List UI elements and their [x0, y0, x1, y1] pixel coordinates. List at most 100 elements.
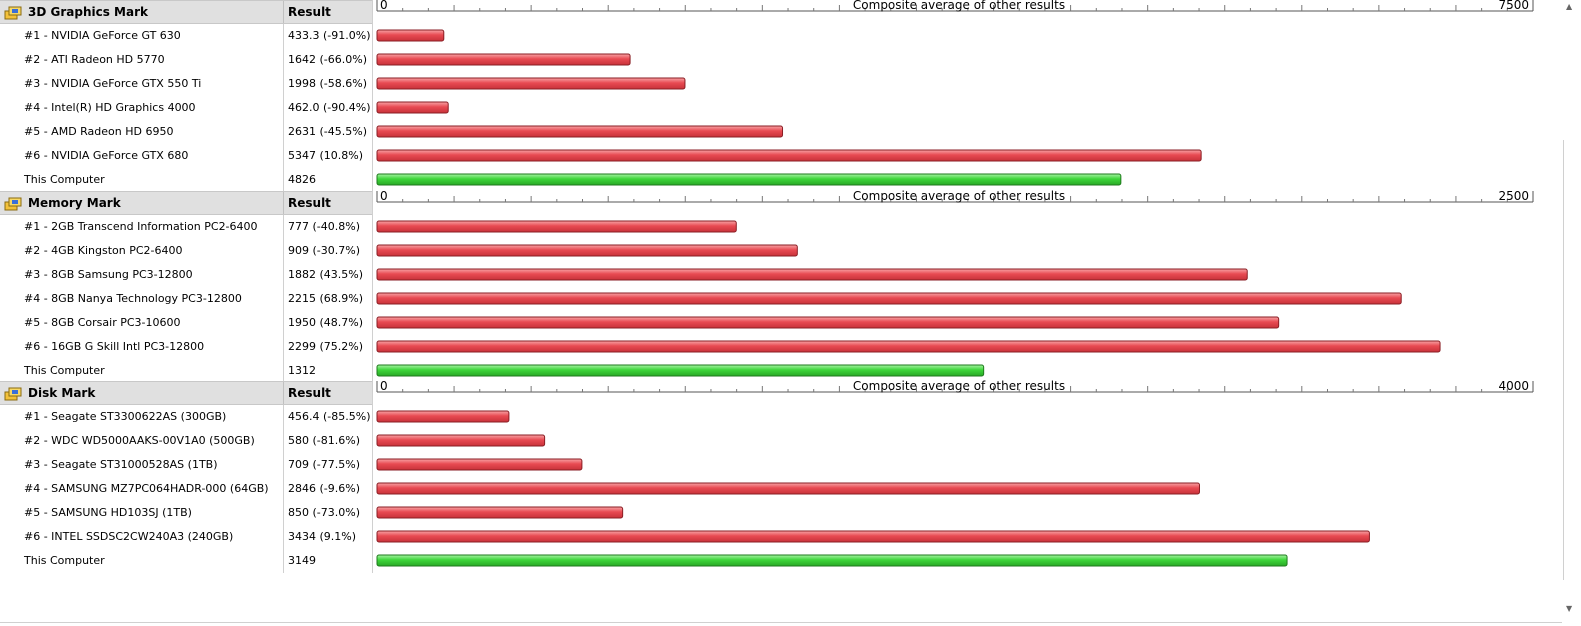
result-value: 3434 (9.1%)	[288, 530, 357, 543]
result-bar	[376, 53, 631, 66]
component-name: #6 - NVIDIA GeForce GTX 680	[24, 149, 189, 162]
this-computer-row[interactable]: This Computer 3149	[0, 549, 373, 573]
component-name: #3 - 8GB Samsung PC3-12800	[24, 267, 193, 281]
component-name: #3 - Seagate ST31000528AS (1TB)	[24, 458, 218, 471]
result-value: 909 (-30.7%)	[288, 243, 360, 257]
result-bar	[376, 101, 449, 114]
component-name: #5 - 8GB Corsair PC3-10600	[24, 315, 181, 329]
result-bar	[376, 125, 784, 138]
table-row[interactable]: #3 - NVIDIA GeForce GTX 550 Ti 1998 (-58.…	[0, 72, 373, 96]
result-bar	[376, 244, 798, 256]
chart-left-border	[372, 381, 373, 573]
result-bar	[376, 149, 1202, 162]
result-value: 1642 (-66.0%)	[288, 53, 367, 66]
result-bar	[376, 77, 686, 90]
result-bar	[376, 220, 737, 232]
this-computer-bar	[376, 554, 1288, 567]
result-value: 580 (-81.6%)	[288, 434, 360, 447]
bar-chart-0: 0 7500 Composite average of other results	[376, 0, 1534, 186]
table-row[interactable]: #2 - 4GB Kingston PC2-6400 909 (-30.7%)	[0, 239, 373, 263]
axis-min-label: 0	[380, 189, 388, 203]
header-column-divider	[283, 382, 284, 404]
result-bar	[376, 458, 583, 471]
result-value: 462.0 (-90.4%)	[288, 101, 371, 114]
axis-caption: Composite average of other results	[853, 0, 1065, 12]
axis-max-label: 7500	[1498, 0, 1529, 12]
table-row[interactable]: #3 - 8GB Samsung PC3-12800 1882 (43.5%)	[0, 263, 373, 287]
table-row[interactable]: #5 - 8GB Corsair PC3-10600 1950 (48.7%)	[0, 311, 373, 335]
section-header[interactable]: Disk Mark Result	[0, 381, 373, 405]
table-row[interactable]: #6 - 16GB G Skill Intl PC3-12800 2299 (75…	[0, 335, 373, 359]
section-title: 3D Graphics Mark	[28, 5, 148, 19]
scroll-down-arrow-icon[interactable]: ▼	[1566, 604, 1573, 613]
result-value: 1950 (48.7%)	[288, 315, 364, 329]
benchmark-section-0: 3D Graphics Mark Result #1 - NVIDIA GeForc…	[0, 0, 1562, 192]
component-name: #2 - 4GB Kingston PC2-6400	[24, 243, 183, 257]
bar-chart-2: 0 4000 Composite average of other results	[376, 379, 1534, 567]
table-row[interactable]: #3 - Seagate ST31000528AS (1TB) 709 (-77.…	[0, 453, 373, 477]
component-name: #2 - WDC WD5000AAKS-00V1A0 (500GB)	[24, 434, 255, 447]
component-name: #1 - Seagate ST3300622AS (300GB)	[24, 410, 227, 423]
table-row[interactable]: #1 - Seagate ST3300622AS (300GB) 456.4 (-…	[0, 405, 373, 429]
result-value: 4826	[288, 173, 316, 186]
this-computer-row[interactable]: This Computer 1312	[0, 359, 373, 383]
result-bar	[376, 410, 510, 423]
result-bar	[376, 292, 1402, 304]
table-row[interactable]: #1 - NVIDIA GeForce GT 630 433.3 (-91.0%)	[0, 24, 373, 48]
result-bar	[376, 482, 1200, 495]
result-value: 2631 (-45.5%)	[288, 125, 367, 138]
scroll-up-arrow-icon[interactable]: ▲	[1566, 2, 1573, 11]
vertical-scrollbar[interactable]: ▲ ▼	[1562, 0, 1581, 626]
axis-min-label: 0	[380, 379, 388, 393]
component-name: This Computer	[24, 554, 105, 567]
table-row[interactable]: #4 - 8GB Nanya Technology PC3-12800 2215 …	[0, 287, 373, 311]
benchmark-icon	[4, 6, 22, 20]
component-name: #4 - 8GB Nanya Technology PC3-12800	[24, 291, 242, 305]
component-name: #4 - Intel(R) HD Graphics 4000	[24, 101, 196, 114]
table-row[interactable]: #5 - SAMSUNG HD103SJ (1TB) 850 (-73.0%)	[0, 501, 373, 525]
chart-left-border	[372, 190, 373, 383]
this-computer-bar	[376, 173, 1122, 186]
table-row[interactable]: #6 - NVIDIA GeForce GTX 680 5347 (10.8%)	[0, 144, 373, 168]
result-column-header: Result	[288, 195, 331, 210]
result-bar	[376, 29, 445, 42]
result-value: 456.4 (-85.5%)	[288, 410, 371, 423]
result-bar	[376, 530, 1370, 543]
table-row[interactable]: #1 - 2GB Transcend Information PC2-6400 7…	[0, 215, 373, 239]
benchmark-icon	[4, 197, 22, 211]
result-value: 1882 (43.5%)	[288, 267, 364, 281]
component-name: #1 - 2GB Transcend Information PC2-6400	[24, 219, 258, 233]
table-row[interactable]: #5 - AMD Radeon HD 6950 2631 (-45.5%)	[0, 120, 373, 144]
result-value: 5347 (10.8%)	[288, 149, 364, 162]
header-column-divider	[283, 1, 284, 23]
result-value: 2846 (-9.6%)	[288, 482, 360, 495]
result-column-header: Result	[288, 386, 331, 400]
component-name: #5 - AMD Radeon HD 6950	[24, 125, 174, 138]
chart-left-border	[372, 0, 373, 192]
section-header[interactable]: Memory Mark Result	[0, 190, 373, 215]
scrollbar-thumb[interactable]	[1563, 140, 1581, 580]
table-row[interactable]: #2 - ATI Radeon HD 5770 1642 (-66.0%)	[0, 48, 373, 72]
axis-max-label: 2500	[1498, 189, 1529, 203]
table-row[interactable]: #4 - SAMSUNG MZ7PC064HADR-000 (64GB) 2846…	[0, 477, 373, 501]
component-name: #1 - NVIDIA GeForce GT 630	[24, 29, 181, 42]
component-name: #6 - INTEL SSDSC2CW240A3 (240GB)	[24, 530, 234, 543]
this-computer-row[interactable]: This Computer 4826	[0, 168, 373, 192]
result-value: 3149	[288, 554, 316, 567]
table-row[interactable]: #6 - INTEL SSDSC2CW240A3 (240GB) 3434 (9.…	[0, 525, 373, 549]
axis-max-label: 4000	[1498, 379, 1529, 393]
component-name: This Computer	[24, 173, 105, 186]
result-value: 777 (-40.8%)	[288, 219, 360, 233]
result-bar	[376, 340, 1441, 352]
table-row[interactable]: #2 - WDC WD5000AAKS-00V1A0 (500GB) 580 (-…	[0, 429, 373, 453]
component-name: #2 - ATI Radeon HD 5770	[24, 53, 165, 66]
component-name: #6 - 16GB G Skill Intl PC3-12800	[24, 339, 205, 353]
section-title: Memory Mark	[28, 195, 121, 210]
result-bar	[376, 506, 624, 519]
section-header[interactable]: 3D Graphics Mark Result	[0, 0, 373, 24]
result-value: 1312	[288, 363, 316, 377]
table-row[interactable]: #4 - Intel(R) HD Graphics 4000 462.0 (-90…	[0, 96, 373, 120]
result-value: 2299 (75.2%)	[288, 339, 364, 353]
result-bar	[376, 316, 1280, 328]
